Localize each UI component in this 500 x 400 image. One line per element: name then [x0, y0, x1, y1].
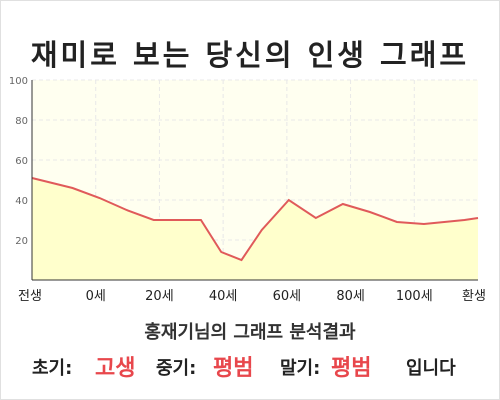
x-tick-label: 0세 — [86, 289, 106, 304]
series-line — [31, 177, 479, 262]
y-tick-label: 20 — [15, 236, 28, 247]
x-tick-label: 환생 — [462, 289, 486, 304]
early-label: 초기: — [32, 358, 73, 379]
late-value: 평범 — [331, 356, 372, 381]
analysis-summary: 초기: 고생 중기: 평범 말기: 평범 입니다 — [0, 346, 500, 382]
mid-value: 평범 — [213, 356, 254, 381]
x-tick-label: 60세 — [273, 289, 302, 304]
y-tick-label: 40 — [15, 196, 28, 207]
analysis-subtitle: 홍재기님의 그래프 분석결과 — [144, 322, 356, 343]
late-label: 말기: — [280, 358, 321, 379]
mid-label: 중기: — [156, 358, 197, 379]
x-tick-label: 40세 — [209, 289, 238, 304]
y-tick-label: 60 — [15, 156, 28, 167]
y-tick-label: 100 — [9, 76, 28, 87]
area-fill — [32, 178, 478, 280]
x-tick-label: 전생 — [18, 289, 42, 304]
page-title: 재미로 보는 당신의 인생 그래프 — [30, 38, 470, 72]
x-tick-label: 20세 — [145, 289, 174, 304]
y-tick-label: 80 — [15, 116, 28, 127]
early-value: 고생 — [95, 356, 136, 381]
summary-ending: 입니다 — [406, 358, 456, 379]
x-tick-label: 100세 — [396, 289, 433, 304]
x-tick-label: 80세 — [336, 289, 365, 304]
